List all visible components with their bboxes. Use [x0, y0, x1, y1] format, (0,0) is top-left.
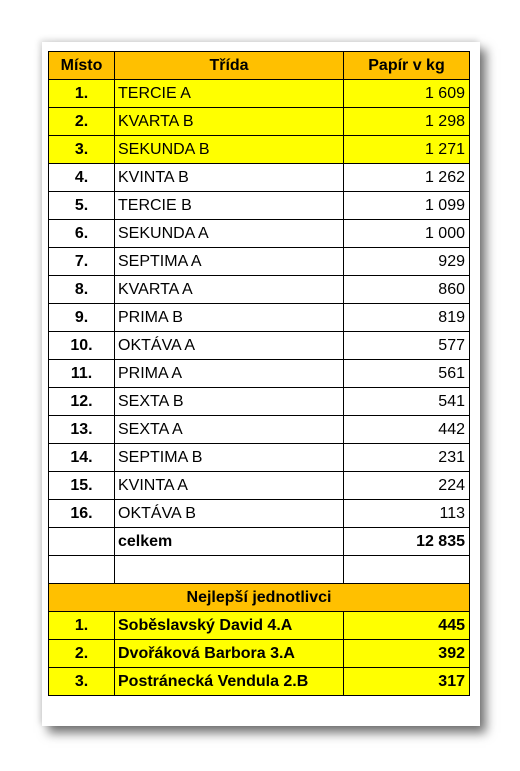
empty-cell	[48, 555, 115, 584]
individuals-header-row: Nejlepší jednotlivci	[48, 583, 470, 612]
paper-kg-cell: 860	[343, 275, 470, 304]
class-cell: SEXTA A	[114, 415, 344, 444]
class-cell: SEKUNDA B	[114, 135, 344, 164]
class-cell: TERCIE A	[114, 79, 344, 108]
rank-cell: 8.	[48, 275, 115, 304]
class-cell: SEKUNDA A	[114, 219, 344, 248]
class-cell: SEPTIMA B	[114, 443, 344, 472]
class-cell: SEXTA B	[114, 387, 344, 416]
rank-cell: 3.	[48, 135, 115, 164]
rank-cell: 1.	[48, 611, 115, 640]
paper-kg-cell: 819	[343, 303, 470, 332]
paper-kg-cell: 1 099	[343, 191, 470, 220]
paper-kg-cell: 445	[343, 611, 470, 640]
paper-kg-cell: 113	[343, 499, 470, 528]
class-cell: OKTÁVA A	[114, 331, 344, 360]
name-cell: Soběslavský David 4.A	[114, 611, 344, 640]
individuals-title: Nejlepší jednotlivci	[48, 583, 470, 612]
total-label: celkem	[114, 527, 344, 556]
rank-cell: 2.	[48, 639, 115, 668]
table-row: 16. OKTÁVA B 113	[48, 499, 470, 528]
paper-kg-cell: 541	[343, 387, 470, 416]
name-cell: Postránecká Vendula 2.B	[114, 667, 344, 696]
paper-kg-cell: 1 609	[343, 79, 470, 108]
table-row: 10. OKTÁVA A 577	[48, 331, 470, 360]
rank-cell: 5.	[48, 191, 115, 220]
rank-cell: 14.	[48, 443, 115, 472]
empty-cell	[343, 555, 470, 584]
class-cell: KVARTA B	[114, 107, 344, 136]
table-row: 14. SEPTIMA B 231	[48, 443, 470, 472]
table-row: 8. KVARTA A 860	[48, 275, 470, 304]
paper-kg-cell: 577	[343, 331, 470, 360]
table-row: 15. KVINTA A 224	[48, 471, 470, 500]
individual-row: 3. Postránecká Vendula 2.B 317	[48, 667, 470, 696]
paper-kg-cell: 561	[343, 359, 470, 388]
table-row: 9. PRIMA B 819	[48, 303, 470, 332]
header-place: Místo	[48, 51, 115, 80]
rank-cell: 3.	[48, 667, 115, 696]
paper-kg-cell: 317	[343, 667, 470, 696]
table-row: 12. SEXTA B 541	[48, 387, 470, 416]
rank-cell: 2.	[48, 107, 115, 136]
rank-cell: 13.	[48, 415, 115, 444]
header-paper: Papír v kg	[343, 51, 470, 80]
class-cell: KVARTA A	[114, 275, 344, 304]
individual-row: 1. Soběslavský David 4.A 445	[48, 611, 470, 640]
paper-kg-cell: 1 000	[343, 219, 470, 248]
header-class: Třída	[114, 51, 344, 80]
table-row: 13. SEXTA A 442	[48, 415, 470, 444]
class-cell: PRIMA A	[114, 359, 344, 388]
header-row: Místo Třída Papír v kg	[48, 51, 470, 80]
total-value: 12 835	[343, 527, 470, 556]
paper-kg-cell: 1 298	[343, 107, 470, 136]
paper-kg-cell: 1 271	[343, 135, 470, 164]
class-cell: TERCIE B	[114, 191, 344, 220]
rank-cell: 6.	[48, 219, 115, 248]
class-cell: OKTÁVA B	[114, 499, 344, 528]
rank-cell: 16.	[48, 499, 115, 528]
table-row: 11. PRIMA A 561	[48, 359, 470, 388]
class-cell: SEPTIMA A	[114, 247, 344, 276]
rank-cell: 7.	[48, 247, 115, 276]
rank-cell: 10.	[48, 331, 115, 360]
total-row: celkem 12 835	[48, 527, 470, 556]
paper-kg-cell: 224	[343, 471, 470, 500]
empty-cell	[48, 527, 115, 556]
paper-kg-cell: 392	[343, 639, 470, 668]
rank-cell: 11.	[48, 359, 115, 388]
name-cell: Dvořáková Barbora 3.A	[114, 639, 344, 668]
rank-cell: 4.	[48, 163, 115, 192]
class-cell: KVINTA A	[114, 471, 344, 500]
rank-cell: 12.	[48, 387, 115, 416]
empty-cell	[114, 555, 344, 584]
class-cell: KVINTA B	[114, 163, 344, 192]
paper-kg-cell: 442	[343, 415, 470, 444]
class-cell: PRIMA B	[114, 303, 344, 332]
individual-row: 2. Dvořáková Barbora 3.A 392	[48, 639, 470, 668]
paper-kg-cell: 231	[343, 443, 470, 472]
rank-cell: 9.	[48, 303, 115, 332]
table-row: 7. SEPTIMA A 929	[48, 247, 470, 276]
rank-cell: 15.	[48, 471, 115, 500]
paper-kg-cell: 929	[343, 247, 470, 276]
rank-cell: 1.	[48, 79, 115, 108]
paper-kg-cell: 1 262	[343, 163, 470, 192]
spacer-row	[48, 555, 470, 584]
